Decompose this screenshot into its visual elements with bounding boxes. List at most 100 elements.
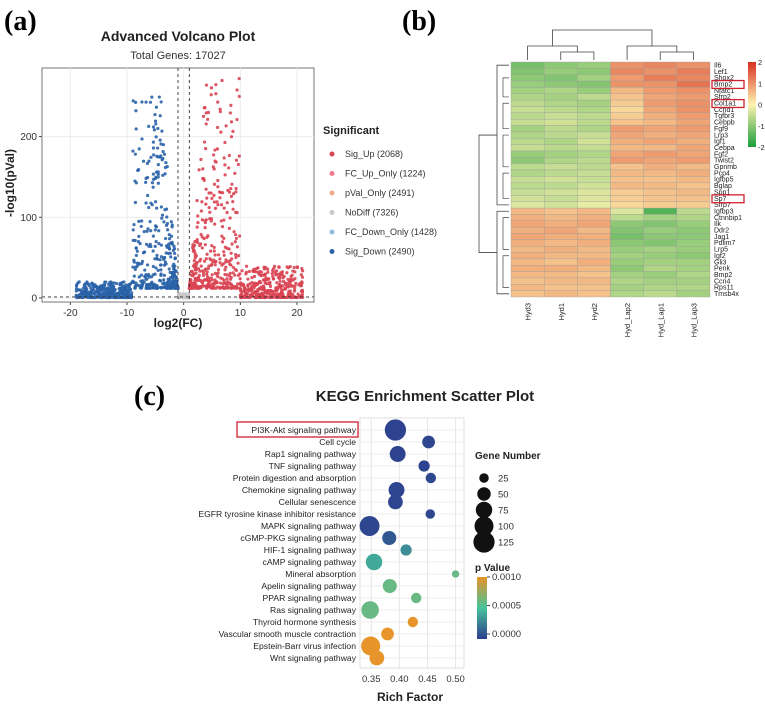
volcano-point <box>172 282 176 286</box>
volcano-point <box>137 234 141 238</box>
volcano-point <box>159 268 163 272</box>
panel-label-c: (c) <box>134 381 165 412</box>
volcano-point <box>196 221 200 225</box>
heatmap-cell <box>610 239 644 247</box>
volcano-point <box>234 255 238 260</box>
volcano-point <box>211 286 215 290</box>
volcano-point <box>195 225 199 229</box>
volcano-point <box>157 242 161 246</box>
heatmap-row-label: Twist2 <box>714 158 734 165</box>
volcano-point <box>112 292 116 296</box>
heatmap-cell <box>643 239 678 247</box>
heatmap-cell <box>676 258 711 266</box>
volcano-point <box>265 277 270 281</box>
heatmap-cell <box>510 169 545 177</box>
volcano-point <box>204 202 208 206</box>
heatmap-cell <box>643 138 678 145</box>
heatmap-cell <box>510 157 545 164</box>
heatmap-column-dendrogram <box>659 51 694 60</box>
heatmap-colorbar-tick: 0 <box>758 101 762 110</box>
heatmap-cell <box>610 207 644 215</box>
volcano-point <box>147 275 151 279</box>
volcano-point <box>280 291 285 295</box>
heatmap-cell <box>610 150 644 158</box>
heatmap-row-dendrogram <box>502 172 509 199</box>
volcano-point <box>261 287 265 291</box>
heatmap-cell <box>676 290 711 298</box>
volcano-point <box>218 257 222 261</box>
volcano-point <box>154 105 159 109</box>
volcano-point <box>112 287 116 291</box>
volcano-point <box>148 100 153 104</box>
heatmap-cell <box>577 131 611 139</box>
heatmap-cell <box>643 258 678 266</box>
volcano-point <box>256 289 260 293</box>
volcano-point <box>286 277 290 281</box>
heatmap-cell <box>577 138 611 145</box>
volcano-point <box>202 106 206 110</box>
heatmap-row-label: Shox2 <box>714 75 734 82</box>
volcano-ytick-label: 100 <box>20 213 37 224</box>
heatmap-cell <box>610 138 644 145</box>
volcano-point <box>207 280 211 284</box>
heatmap-cell <box>577 258 611 266</box>
volcano-point <box>225 280 230 284</box>
volcano-point <box>195 262 199 266</box>
volcano-point <box>277 265 281 269</box>
heatmap-cell <box>676 80 711 88</box>
volcano-point <box>206 110 211 115</box>
volcano-point <box>106 295 110 300</box>
volcano-point <box>292 265 296 270</box>
volcano-point <box>169 234 174 238</box>
volcano-point <box>144 284 148 288</box>
volcano-point <box>142 229 146 234</box>
heatmap-cell <box>643 277 678 285</box>
volcano-point <box>112 281 116 285</box>
volcano-point <box>213 148 217 152</box>
kegg-point <box>361 636 381 656</box>
volcano-point <box>105 287 110 292</box>
volcano-point <box>225 201 229 205</box>
volcano-legend-swatch <box>329 190 335 196</box>
volcano-point <box>91 288 95 292</box>
volcano-legend: Sig_Up (2068) FC_Up_Only (1224) pVal_Only … <box>329 149 437 257</box>
heatmap-row-label: Bmp2 <box>714 272 732 279</box>
heatmap-cell <box>610 182 644 190</box>
volcano-point <box>229 135 234 139</box>
volcano-point <box>121 285 125 289</box>
heatmap-cell <box>643 246 678 253</box>
volcano-xlabel: log2(FC) <box>154 316 203 330</box>
volcano-point <box>216 271 220 275</box>
heatmap-row-label: Penk <box>714 266 730 273</box>
volcano-point <box>151 249 155 253</box>
heatmap-row-dendrogram <box>502 134 509 168</box>
heatmap-cell <box>610 233 644 241</box>
volcano-point <box>140 279 145 283</box>
volcano-point <box>256 270 260 274</box>
kegg-size-legend-label: 100 <box>498 522 514 533</box>
volcano-point <box>218 196 222 200</box>
volcano-point <box>286 291 290 296</box>
heatmap-cell <box>643 233 678 241</box>
volcano-point <box>236 162 240 167</box>
volcano-point <box>144 286 148 290</box>
kegg-category-label: Wnt signaling pathway <box>270 653 357 663</box>
volcano-point <box>244 270 248 274</box>
volcano-point <box>162 256 166 260</box>
heatmap-cell <box>543 265 578 272</box>
volcano-point <box>216 203 220 207</box>
heatmap-cell <box>676 157 711 164</box>
heatmap-cell <box>610 214 644 221</box>
volcano-point <box>214 259 218 264</box>
volcano-point <box>223 173 227 177</box>
volcano-point <box>161 173 165 177</box>
volcano-point <box>218 107 222 111</box>
volcano-point <box>162 285 166 289</box>
volcano-point <box>170 276 175 280</box>
heatmap-cell <box>610 131 644 139</box>
volcano-point <box>234 236 239 241</box>
heatmap-cell <box>676 99 711 107</box>
heatmap-cell <box>643 157 678 164</box>
volcano-point <box>210 244 214 248</box>
heatmap-cell <box>676 163 711 171</box>
